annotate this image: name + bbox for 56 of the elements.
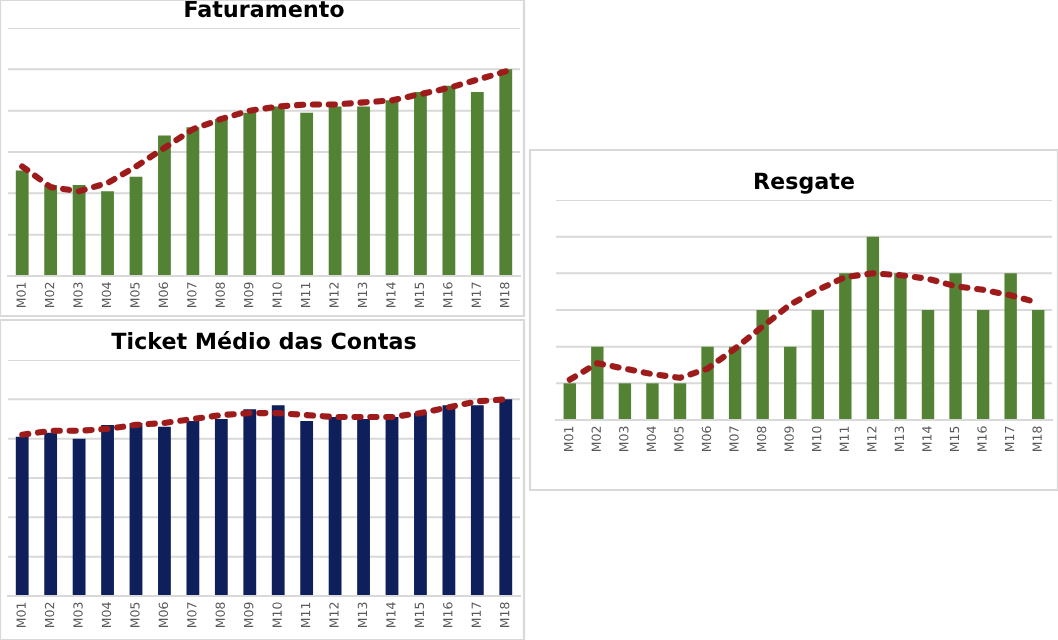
bar <box>158 426 171 596</box>
bar <box>949 273 962 420</box>
bar <box>591 346 604 420</box>
bar <box>414 92 427 276</box>
bar <box>470 92 484 276</box>
bar <box>563 383 576 420</box>
bar <box>186 127 200 276</box>
bar <box>442 85 456 276</box>
bar <box>357 419 370 596</box>
bar <box>756 310 769 420</box>
bar <box>385 417 399 596</box>
bar <box>271 405 285 596</box>
bar <box>271 106 285 276</box>
bar <box>214 419 228 596</box>
bar <box>44 185 58 276</box>
bar <box>976 310 990 420</box>
bar <box>618 383 632 420</box>
bar <box>15 170 29 276</box>
bar <box>72 185 86 276</box>
bar <box>701 346 714 420</box>
bar <box>243 409 257 596</box>
chart-title: Faturamento <box>185 0 344 18</box>
bar <box>385 100 399 276</box>
bar <box>158 135 171 276</box>
bar <box>186 420 200 596</box>
bar <box>921 310 935 420</box>
bar <box>414 413 427 596</box>
bar <box>784 346 797 420</box>
bar <box>442 405 456 596</box>
bar <box>499 399 513 596</box>
bar <box>328 417 342 596</box>
bar <box>1004 273 1017 420</box>
bar <box>470 405 484 596</box>
bar <box>101 424 114 596</box>
bar <box>646 383 659 420</box>
bar <box>1032 310 1045 420</box>
bar <box>866 236 880 420</box>
bar <box>811 310 824 420</box>
bar <box>72 438 86 596</box>
chart-title: Resgate <box>755 172 854 194</box>
bar <box>243 112 257 276</box>
bar <box>328 106 342 276</box>
bar <box>357 106 370 276</box>
bar <box>44 432 58 596</box>
bar <box>673 383 687 420</box>
bar <box>214 118 228 276</box>
bar <box>15 436 29 596</box>
bar <box>300 420 314 596</box>
bar <box>101 191 114 276</box>
bar <box>839 273 852 420</box>
bar <box>894 273 907 420</box>
bar <box>300 112 314 276</box>
bar <box>499 69 513 276</box>
chart-title: Ticket Médio das Contas <box>111 331 416 350</box>
bar <box>129 176 143 276</box>
bar <box>129 422 143 596</box>
